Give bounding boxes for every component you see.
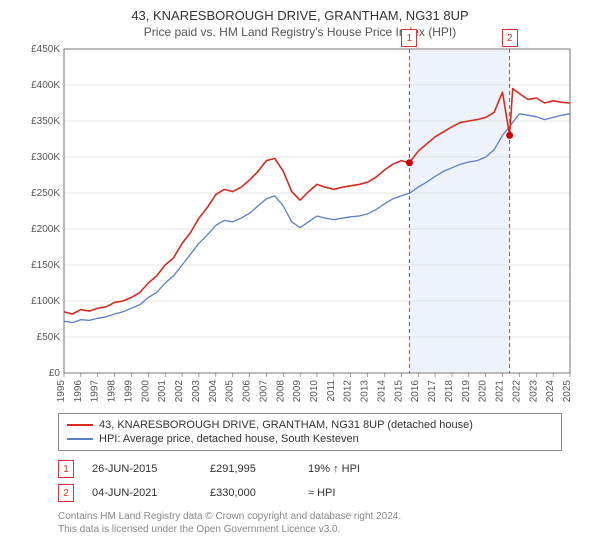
page-title: 43, KNARESBOROUGH DRIVE, GRANTHAM, NG31 … <box>0 8 600 23</box>
svg-text:1997: 1997 <box>90 380 101 403</box>
svg-text:£100K: £100K <box>31 296 60 307</box>
svg-text:£250K: £250K <box>31 188 60 199</box>
svg-text:2022: 2022 <box>511 380 522 403</box>
price-chart: £0 £50K £100K £150K £200K £250K £300K £350K £400… <box>18 45 578 405</box>
svg-text:2013: 2013 <box>360 380 371 403</box>
svg-text:£300K: £300K <box>31 152 60 163</box>
event-meta: ≈ HPI <box>308 487 388 499</box>
legend-label: 43, KNARESBOROUGH DRIVE, GRANTHAM, NG31 … <box>99 419 473 431</box>
svg-text:2016: 2016 <box>410 380 421 403</box>
svg-text:2009: 2009 <box>292 380 303 403</box>
svg-text:£400K: £400K <box>31 80 60 91</box>
svg-text:2006: 2006 <box>242 380 253 403</box>
svg-text:2004: 2004 <box>208 380 219 403</box>
event-marker-icon: 1 <box>58 460 74 478</box>
svg-text:2018: 2018 <box>444 380 455 403</box>
footer-line-1: Contains HM Land Registry data © Crown c… <box>58 511 562 524</box>
footer-line-2: This data is licensed under the Open Gov… <box>58 524 562 537</box>
svg-text:2019: 2019 <box>461 380 472 403</box>
svg-text:2015: 2015 <box>393 380 404 403</box>
svg-text:£150K: £150K <box>31 260 60 271</box>
svg-text:1999: 1999 <box>123 380 134 403</box>
event-price: £330,000 <box>210 487 290 499</box>
legend-label: HPI: Average price, detached house, Sout… <box>99 433 359 445</box>
event-row: 2 04-JUN-2021 £330,000 ≈ HPI <box>58 481 562 505</box>
svg-text:2012: 2012 <box>343 380 354 403</box>
event-date: 04-JUN-2021 <box>92 487 192 499</box>
svg-text:£50K: £50K <box>37 332 61 343</box>
event-date: 26-JUN-2015 <box>92 463 192 475</box>
legend: 43, KNARESBOROUGH DRIVE, GRANTHAM, NG31 … <box>58 413 562 451</box>
event-marker-icon: 2 <box>502 29 518 47</box>
legend-swatch-icon <box>67 438 93 440</box>
legend-swatch-icon <box>67 424 93 426</box>
svg-text:1998: 1998 <box>107 380 118 403</box>
svg-text:2000: 2000 <box>140 380 151 403</box>
svg-text:2020: 2020 <box>478 380 489 403</box>
svg-text:£350K: £350K <box>31 116 60 127</box>
svg-text:2021: 2021 <box>495 380 506 403</box>
event-row: 1 26-JUN-2015 £291,995 19% ↑ HPI <box>58 457 562 481</box>
svg-text:2025: 2025 <box>562 380 573 403</box>
event-marker-icon: 1 <box>401 29 417 47</box>
svg-text:£450K: £450K <box>31 45 60 55</box>
svg-text:2002: 2002 <box>174 380 185 403</box>
event-marker-icon: 2 <box>58 484 74 502</box>
svg-text:2011: 2011 <box>326 380 337 402</box>
svg-text:2024: 2024 <box>545 380 556 403</box>
chart-svg: £0 £50K £100K £150K £200K £250K £300K £350K £400… <box>18 45 578 405</box>
legend-row: HPI: Average price, detached house, Sout… <box>67 432 553 446</box>
event-meta: 19% ↑ HPI <box>308 463 388 475</box>
legend-row: 43, KNARESBOROUGH DRIVE, GRANTHAM, NG31 … <box>67 418 553 432</box>
svg-text:2001: 2001 <box>157 380 168 403</box>
footer-note: Contains HM Land Registry data © Crown c… <box>58 511 562 536</box>
svg-text:2017: 2017 <box>427 380 438 403</box>
event-price: £291,995 <box>210 463 290 475</box>
svg-text:2005: 2005 <box>225 380 236 403</box>
svg-text:1995: 1995 <box>56 380 67 403</box>
svg-text:2008: 2008 <box>275 380 286 403</box>
svg-text:2014: 2014 <box>376 380 387 403</box>
svg-text:2010: 2010 <box>309 380 320 403</box>
svg-text:2007: 2007 <box>258 380 269 403</box>
svg-text:2023: 2023 <box>528 380 539 403</box>
svg-text:1996: 1996 <box>73 380 84 403</box>
svg-text:£200K: £200K <box>31 224 60 235</box>
svg-text:2003: 2003 <box>191 380 202 403</box>
events-table: 1 26-JUN-2015 £291,995 19% ↑ HPI 2 04-JUN-202… <box>58 457 562 505</box>
svg-text:£0: £0 <box>49 368 61 379</box>
